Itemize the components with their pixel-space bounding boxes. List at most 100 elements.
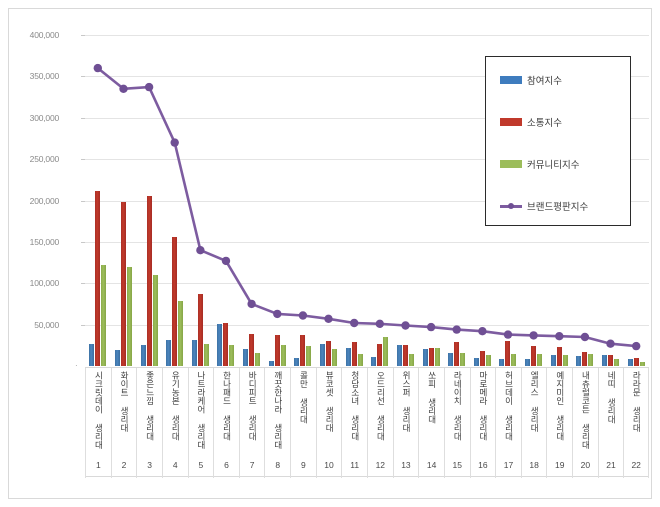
category-label: 청담소녀 생리대 [350, 371, 361, 441]
line-marker [632, 341, 641, 351]
category-label: 뷰코셋 생리대 [324, 371, 335, 432]
category-column[interactable]: 오드리선 생리대 12 [367, 368, 393, 478]
y-axis-tick [81, 200, 85, 202]
category-rank: 15 [452, 460, 462, 470]
category-rank: 5 [198, 460, 204, 470]
category-column[interactable]: 청담소녀 생리대 11 [341, 368, 367, 478]
category-column[interactable]: 예지미인 생리대 19 [546, 368, 572, 478]
bar [460, 352, 466, 366]
category-rank: 17 [503, 460, 514, 470]
category-label: 한나패드 생리대 [222, 371, 233, 441]
category-label: 콜만 생리대 [298, 371, 309, 424]
category-column[interactable]: 내츄럴코튼 생리대 20 [572, 368, 598, 478]
line-marker [606, 339, 615, 348]
bar [101, 265, 107, 366]
category-label: 마로메라 생리대 [478, 371, 489, 441]
line-layer [85, 35, 649, 366]
line-marker [580, 332, 590, 342]
category-column[interactable]: 한나패드 생리대 6 [213, 368, 239, 478]
category-label: 내츄럴코튼 생리대 [580, 371, 591, 449]
bar [294, 357, 300, 366]
category-label: 위스퍼 생리대 [401, 371, 412, 432]
category-rank: 21 [606, 460, 616, 470]
line-marker [401, 321, 410, 330]
bar [537, 354, 543, 366]
category-column[interactable]: 깨끗한나라 생리대 8 [264, 368, 290, 478]
category-rank: 13 [401, 460, 411, 470]
y-axis-label: 200,000 [29, 195, 60, 206]
bar [371, 356, 377, 366]
bar [454, 342, 460, 366]
legend-item-participation[interactable]: 참여지수 [500, 73, 562, 87]
bar [562, 355, 568, 366]
bar [608, 355, 614, 366]
category-column[interactable]: 뷰코셋 생리대 10 [315, 368, 342, 478]
legend-item-communication[interactable]: 소통지수 [500, 115, 562, 129]
category-column[interactable]: 쏘피 생리대 14 [418, 368, 444, 478]
category-label: 좋은느낌 생리대 [145, 371, 156, 441]
category-label: 바디피트 생리대 [247, 371, 258, 441]
category-column[interactable]: 화이트 생리대 2 [110, 368, 137, 478]
y-axis-tick [81, 159, 85, 161]
category-label: 쏘피 생리대 [427, 371, 438, 424]
bar [140, 345, 146, 366]
bars-layer [85, 35, 649, 366]
category-column[interactable]: 시크릿데이 생리대 1 [85, 368, 111, 478]
category-rank: 7 [249, 460, 255, 470]
category-column[interactable]: 나트라케어 생리대 5 [187, 368, 214, 478]
category-label: 예지미인 생리대 [555, 371, 566, 441]
bar-group [188, 35, 214, 366]
category-column[interactable]: 유기농본 생리대 4 [161, 368, 188, 478]
bar [152, 274, 158, 366]
bar [556, 346, 562, 366]
line-path [96, 66, 638, 348]
legend-label-brand-reputation: 브랜드평판지수 [527, 202, 589, 213]
bar [576, 356, 582, 366]
category-column[interactable]: 마로메라 생리대 16 [469, 368, 496, 478]
category-column[interactable]: 엘리스 생리대 18 [520, 368, 547, 478]
category-column[interactable]: 네띠 생리대 21 [597, 368, 624, 478]
bar-group [393, 35, 419, 366]
bar [602, 355, 608, 366]
bar [243, 349, 249, 366]
bar [588, 353, 594, 366]
y-axis-tick [81, 241, 85, 243]
legend-item-community[interactable]: 커뮤니티지수 [500, 157, 579, 171]
category-column[interactable]: 허브데이 생리대 17 [495, 368, 521, 478]
category-column[interactable]: 위스퍼 생리대 13 [392, 368, 419, 478]
bar-group [85, 35, 111, 366]
legend-label-community: 커뮤니티지수 [527, 160, 580, 171]
bar-group [290, 35, 316, 366]
category-label: 라네이치 생리대 [452, 371, 463, 441]
line-marker [503, 330, 513, 339]
bar [178, 301, 184, 366]
category-rank: 20 [580, 460, 591, 470]
category-rank: 16 [478, 460, 488, 470]
legend-item-brand-reputation[interactable]: 브랜드평판지수 [500, 199, 588, 213]
category-rank: 3 [147, 460, 152, 470]
line-marker [350, 318, 359, 328]
category-column[interactable]: 좋은느낌 생리대 3 [136, 368, 162, 478]
bar [351, 342, 357, 366]
category-column[interactable]: 바디피트 생리대 7 [238, 368, 265, 478]
bar [197, 294, 203, 366]
bar [114, 350, 120, 366]
bar [146, 196, 152, 366]
bar [550, 355, 556, 366]
gridline [85, 283, 649, 285]
category-column[interactable]: 콜만 생리대 9 [290, 368, 316, 478]
line-marker [196, 246, 205, 255]
line-marker [221, 256, 231, 266]
bar [473, 357, 479, 366]
bar [223, 322, 229, 366]
bar [320, 343, 326, 366]
category-column[interactable]: 라라문 생리대 22 [623, 368, 649, 478]
legend-label-communication: 소통지수 [527, 118, 562, 129]
category-axis-table: 시크릿데이 생리대 1 화이트 생리대 2 좋은느낌 생리대 3 유기농본 생리대 4 나트라케… [85, 367, 649, 478]
line-marker [452, 325, 461, 334]
category-rank: 10 [324, 460, 334, 470]
y-axis-label: 150,000 [29, 236, 60, 247]
legend-swatch-blue-icon [500, 76, 522, 84]
category-column[interactable]: 라네이치 생리대 15 [443, 368, 470, 478]
